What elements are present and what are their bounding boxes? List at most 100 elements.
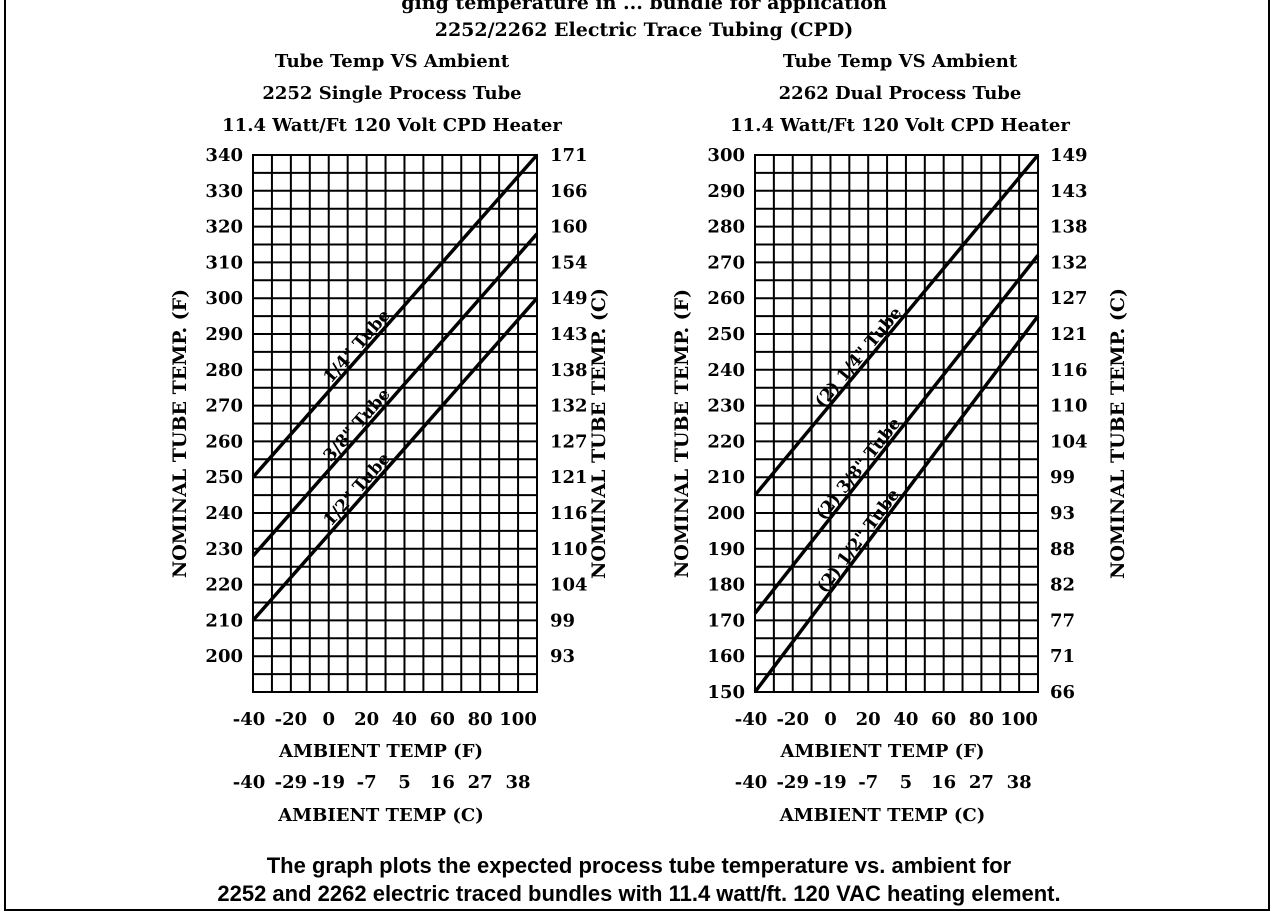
y2-tick-label: 149 (550, 288, 588, 309)
y-tick-label: 220 (707, 431, 745, 452)
x2-tick-label: -19 (814, 772, 847, 793)
y2-tick-label: 88 (1050, 539, 1075, 560)
y2-tick-label: 127 (550, 431, 588, 452)
y-tick-label: 320 (205, 217, 243, 238)
y-tick-label: 200 (707, 503, 745, 524)
y2-tick-label: 110 (1050, 396, 1088, 417)
caption-line-1: The graph plots the expected process tub… (266, 853, 1012, 878)
x-tick-label: 20 (354, 709, 379, 730)
y-tick-label: 190 (707, 539, 745, 560)
x2-tick-label: -29 (275, 772, 308, 793)
y2-tick-label: 132 (550, 396, 588, 417)
plot-border (252, 154, 538, 693)
y-tick-label: 310 (205, 252, 243, 273)
y-tick-label: 170 (707, 610, 745, 631)
x-tick-label: 40 (893, 709, 918, 730)
y-tick-label: 250 (707, 324, 745, 345)
y2-tick-label: 154 (550, 252, 588, 273)
x2-axis-label: AMBIENT TEMP (C) (277, 805, 484, 826)
x-tick-label: 0 (322, 709, 335, 730)
y-tick-label: 240 (707, 360, 745, 381)
y2-tick-label: 143 (1050, 181, 1088, 202)
caption-line-2: 2252 and 2262 electric traced bundles wi… (217, 881, 1061, 906)
y-tick-label: 330 (205, 181, 243, 202)
y2-tick-label: 121 (1050, 324, 1088, 345)
y2-axis-label: NOMINAL TUBE TEMP. (C) (1107, 288, 1129, 579)
x2-tick-label: -40 (233, 772, 266, 793)
x-tick-label: 80 (969, 709, 994, 730)
x2-tick-label: 27 (969, 772, 994, 793)
x2-tick-label: 38 (506, 772, 531, 793)
y-tick-label: 280 (205, 360, 243, 381)
y2-axis-label: NOMINAL TUBE TEMP. (C) (588, 288, 610, 579)
y2-tick-label: 82 (1050, 575, 1075, 596)
y2-tick-label: 132 (1050, 252, 1088, 273)
x-tick-label: 80 (468, 709, 493, 730)
y-axis-label: NOMINAL TUBE TEMP. (F) (169, 289, 191, 578)
charts-figure: ging temperature in ... bundle for appli… (169, 0, 1129, 826)
chart-title-line: 11.4 Watt/Ft 120 Volt CPD Heater (222, 115, 562, 136)
x2-tick-label: 5 (900, 772, 913, 793)
x2-tick-label: -29 (776, 772, 809, 793)
chart-title-line: 11.4 Watt/Ft 120 Volt CPD Heater (730, 115, 1070, 136)
y2-tick-label: 149 (1050, 145, 1088, 166)
x-tick-label: -40 (233, 709, 266, 730)
y-tick-label: 200 (205, 646, 243, 667)
y-tick-label: 230 (205, 539, 243, 560)
y-tick-label: 270 (707, 252, 745, 273)
y2-tick-label: 99 (550, 610, 575, 631)
y-tick-label: 240 (205, 503, 243, 524)
series-line (753, 315, 1040, 694)
y2-tick-label: 116 (550, 503, 588, 524)
y2-tick-label: 77 (1050, 610, 1075, 631)
y-tick-label: 290 (205, 324, 243, 345)
y2-tick-label: 138 (550, 360, 588, 381)
y2-tick-label: 166 (550, 181, 588, 202)
y2-tick-label: 143 (550, 324, 588, 345)
y-tick-label: 270 (205, 396, 243, 417)
header-fragment: ging temperature in ... bundle for appli… (401, 0, 887, 14)
x2-axis-label: AMBIENT TEMP (C) (779, 805, 986, 826)
x2-tick-label: 5 (398, 772, 411, 793)
y2-tick-label: 171 (550, 145, 588, 166)
y2-tick-label: 71 (1050, 646, 1075, 667)
x2-tick-label: 16 (931, 772, 956, 793)
caption: The graph plots the expected process tub… (0, 852, 1278, 908)
plot-border (754, 154, 1039, 693)
x2-tick-label: -40 (735, 772, 768, 793)
x-tick-label: 100 (499, 709, 537, 730)
x2-tick-label: -7 (858, 772, 878, 793)
y-tick-label: 160 (707, 646, 745, 667)
y2-tick-label: 104 (1050, 431, 1088, 452)
y-tick-label: 230 (707, 396, 745, 417)
y-tick-label: 300 (707, 145, 745, 166)
x-tick-label: -20 (776, 709, 809, 730)
series-line (753, 153, 1040, 497)
y2-tick-label: 104 (550, 575, 588, 596)
chart-title-line: 2262 Dual Process Tube (779, 83, 1022, 104)
figure-frame (4, 0, 1270, 911)
x-tick-label: 0 (824, 709, 837, 730)
y2-tick-label: 116 (1050, 360, 1088, 381)
x-tick-label: -40 (735, 709, 768, 730)
x2-tick-label: 38 (1007, 772, 1032, 793)
y-tick-label: 260 (205, 431, 243, 452)
main-title: 2252/2262 Electric Trace Tubing (CPD) (435, 19, 854, 41)
x2-tick-label: 16 (430, 772, 455, 793)
y-tick-label: 280 (707, 217, 745, 238)
y-tick-label: 220 (205, 575, 243, 596)
y2-tick-label: 127 (1050, 288, 1088, 309)
x-tick-label: 60 (430, 709, 455, 730)
x-tick-label: -20 (275, 709, 308, 730)
x-axis-label: AMBIENT TEMP (F) (278, 741, 483, 762)
chart-title-line: 2252 Single Process Tube (262, 83, 521, 104)
y-tick-label: 260 (707, 288, 745, 309)
y-tick-label: 290 (707, 181, 745, 202)
y2-tick-label: 121 (550, 467, 588, 488)
series-line (251, 297, 539, 622)
x-tick-label: 100 (1000, 709, 1038, 730)
y2-tick-label: 160 (550, 217, 588, 238)
x-tick-label: 20 (856, 709, 881, 730)
x2-tick-label: -19 (312, 772, 345, 793)
